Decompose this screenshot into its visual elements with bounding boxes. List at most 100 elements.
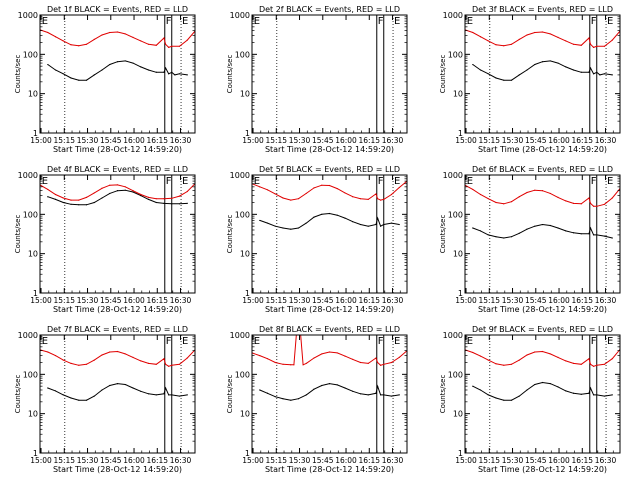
series-events-point — [78, 204, 80, 206]
series-lld-point — [171, 197, 173, 199]
series-lld-point — [510, 201, 513, 203]
x-tick-label: 15:00 — [242, 296, 264, 305]
f-marker-label: F — [591, 16, 597, 27]
series-lld-point — [186, 39, 188, 41]
x-tick-label: 15:15 — [265, 456, 287, 465]
series-events-point — [549, 383, 551, 385]
e-marker-label-left: E — [254, 336, 260, 347]
series-events-point — [132, 191, 134, 193]
x-tick-label: 15:00 — [30, 296, 52, 305]
series-lld-point — [163, 37, 165, 39]
y-tick-label: 1000 — [18, 11, 38, 20]
series-lld-point — [70, 362, 72, 364]
series-lld-point — [503, 45, 505, 47]
series-events-point — [116, 383, 119, 385]
series-events-point — [282, 227, 284, 229]
e-marker-label: E — [394, 336, 400, 347]
series-lld-point — [321, 184, 323, 186]
series-events-point — [147, 69, 150, 71]
series-events-point — [186, 394, 188, 396]
series-events-point — [557, 227, 559, 229]
series-lld-point — [472, 351, 474, 354]
y-tick-label: 1000 — [230, 11, 250, 20]
x-tick-label: 16:15 — [358, 136, 380, 145]
x-tick-label: 16:30 — [382, 136, 404, 145]
series-events-point — [572, 232, 575, 234]
series-events-point — [375, 223, 377, 226]
panel-title: Det 9f BLACK = Events, RED = LLD — [472, 325, 613, 334]
series-events-point — [383, 223, 385, 226]
series-events-point — [266, 222, 269, 224]
x-tick-label: 15:45 — [312, 296, 334, 305]
series-events-point — [282, 398, 284, 400]
series-lld-point — [259, 354, 261, 357]
series-events-point — [565, 230, 567, 232]
x-tick-label: 16:30 — [170, 136, 192, 145]
series-events-point — [168, 394, 170, 396]
x-tick-label: 15:30 — [77, 456, 99, 465]
series-lld-point — [472, 188, 474, 191]
x-tick-label: 16:00 — [335, 296, 357, 305]
series-lld-point — [321, 353, 323, 355]
series-events-point — [336, 384, 338, 386]
y-axis-label: Counts/sec — [14, 55, 22, 94]
series-events-point — [534, 225, 536, 227]
series-lld-point — [47, 188, 49, 191]
series-events-point — [588, 233, 590, 235]
series-lld-line — [252, 335, 407, 366]
x-tick-label: 15:30 — [502, 136, 524, 145]
e-marker-label: E — [182, 176, 188, 187]
e-marker-label: E — [182, 336, 188, 347]
series-lld-point — [178, 195, 181, 197]
y-tick-label: 100 — [448, 370, 463, 379]
series-lld-point — [328, 184, 331, 187]
x-tick-label: 16:30 — [170, 296, 192, 305]
series-lld-point — [85, 43, 88, 45]
series-lld-point — [93, 38, 95, 40]
x-tick-label: 16:00 — [123, 136, 145, 145]
series-events-point — [155, 201, 157, 204]
series-lld-point — [70, 44, 72, 46]
series-lld-point — [472, 31, 474, 34]
y-tick-label: 1 — [458, 449, 463, 458]
series-lld-point — [589, 363, 592, 365]
series-lld-point — [85, 196, 88, 198]
x-axis-label: Start Time (28-Oct-12 14:59:20) — [265, 305, 394, 314]
series-lld-point — [101, 354, 103, 356]
series-events-point — [305, 222, 307, 224]
series-events-point — [259, 389, 261, 391]
series-lld-point — [503, 203, 505, 205]
series-lld-point — [124, 186, 126, 188]
series-events-point — [274, 225, 276, 227]
series-events-point — [580, 233, 582, 235]
series-events-point — [495, 236, 497, 238]
series-events-point — [140, 66, 142, 68]
series-lld-point — [124, 353, 126, 355]
x-tick-label: 16:30 — [170, 456, 192, 465]
series-events-point — [174, 74, 176, 76]
series-events-point — [101, 389, 103, 391]
series-lld-point — [132, 190, 134, 192]
y-tick-label: 10 — [240, 90, 250, 99]
x-tick-label: 15:15 — [478, 456, 500, 465]
series-events-point — [259, 219, 261, 222]
series-lld-point — [101, 34, 103, 36]
series-lld-point — [313, 187, 315, 189]
series-events-point — [510, 399, 513, 401]
series-lld-point — [534, 189, 536, 191]
series-events-point — [510, 79, 513, 81]
series-lld-point — [359, 361, 362, 364]
series-events-point — [593, 394, 595, 396]
series-lld-point — [54, 193, 57, 196]
series-lld-point — [495, 201, 497, 204]
series-events-point — [596, 71, 598, 73]
series-events-point — [54, 390, 57, 392]
series-lld-point — [352, 196, 354, 198]
series-lld-point — [109, 31, 111, 34]
series-lld-point — [155, 198, 157, 200]
x-tick-label: 16:15 — [571, 296, 593, 305]
